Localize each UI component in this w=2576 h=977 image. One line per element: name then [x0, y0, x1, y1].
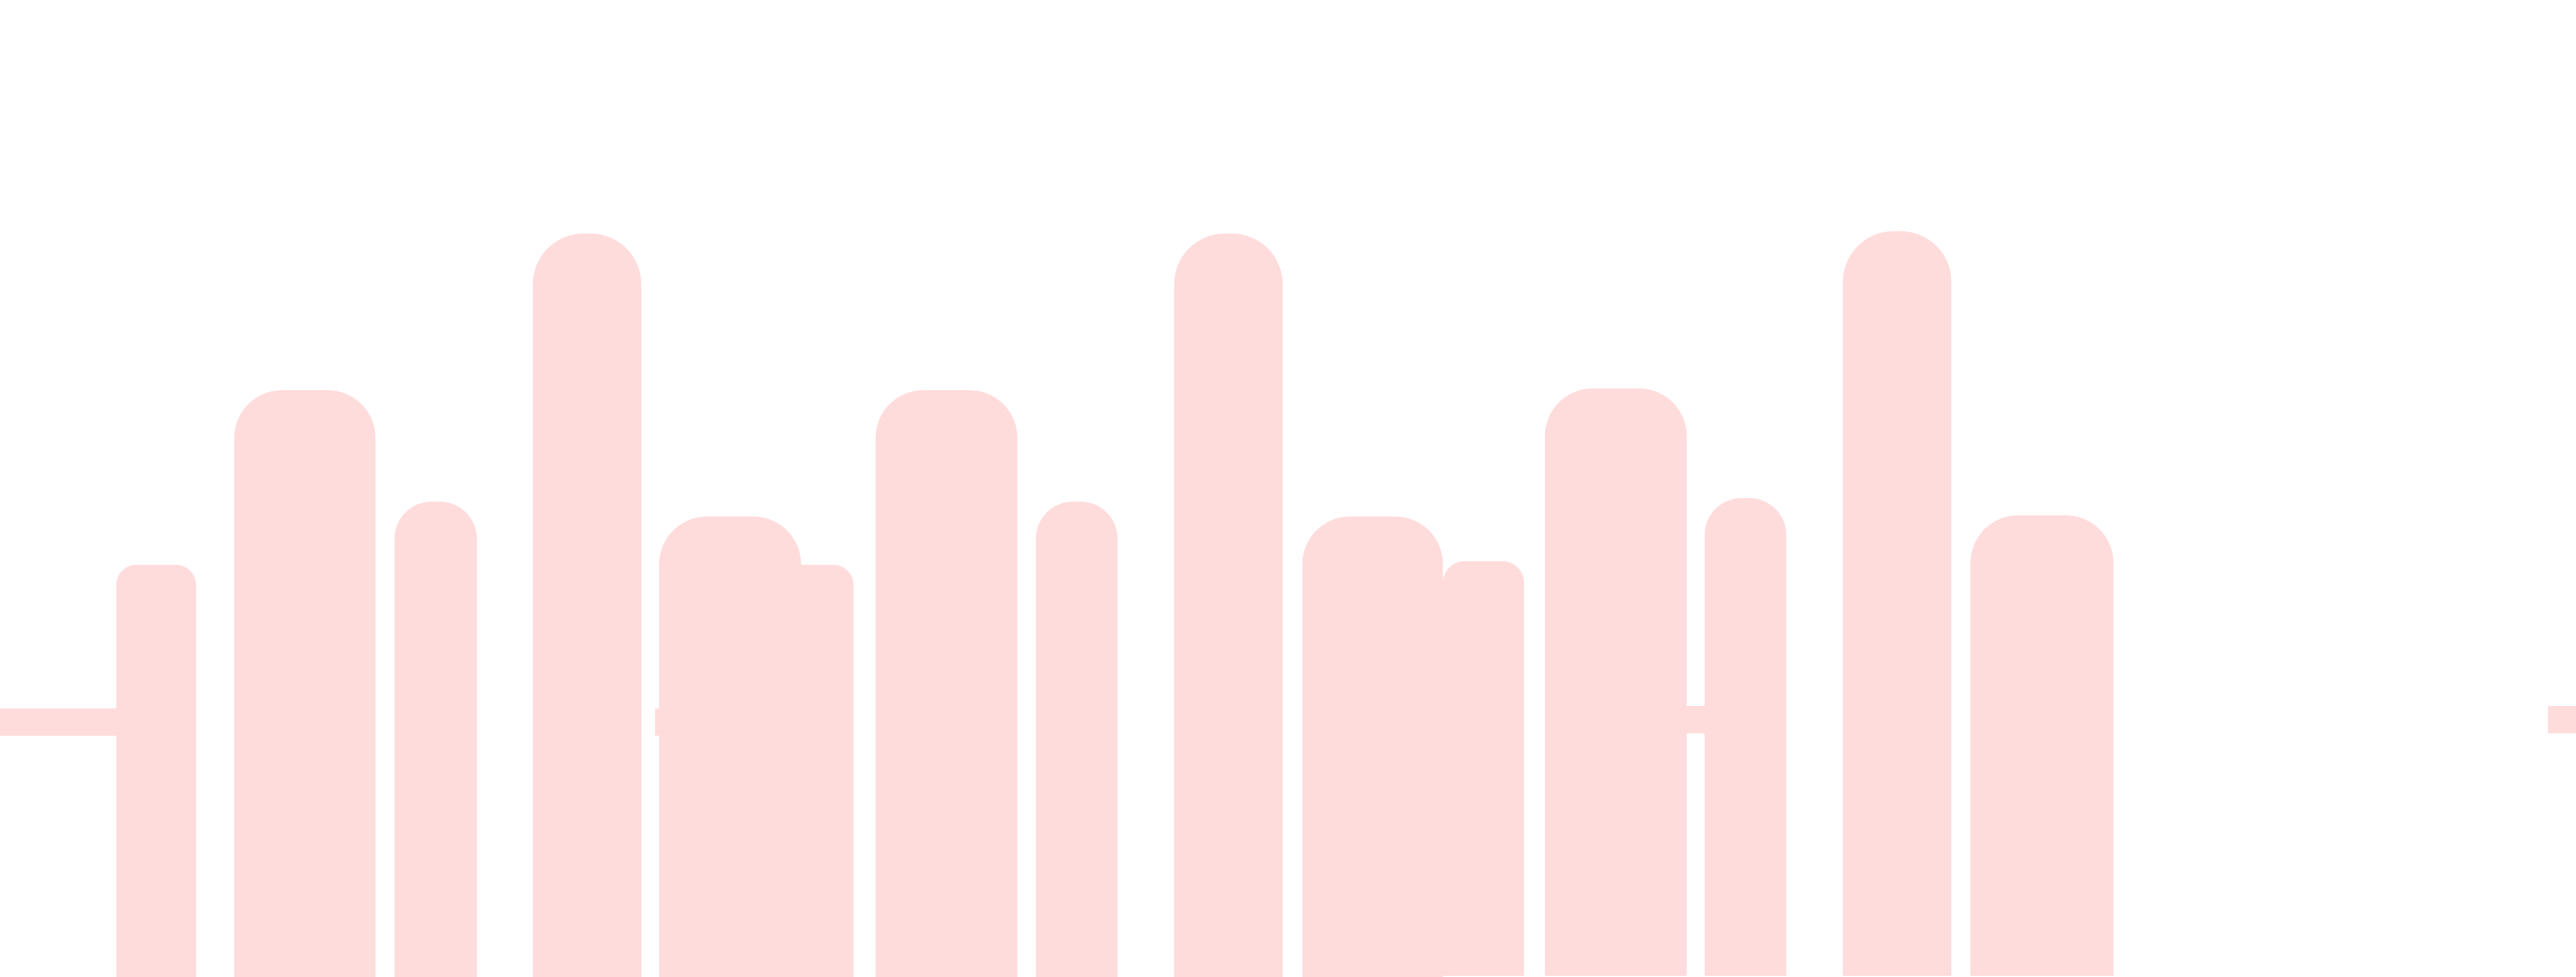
pillar	[395, 548, 477, 977]
pillar	[1443, 611, 1524, 976]
pillar	[533, 298, 641, 977]
connector-bar	[0, 708, 116, 736]
pillar	[1705, 545, 1786, 976]
pillar	[1843, 295, 1951, 976]
connector-bar	[2548, 706, 2576, 733]
pillar	[234, 465, 375, 977]
pillar	[1174, 298, 1283, 977]
pillar	[1302, 584, 1443, 977]
pillar	[776, 614, 854, 977]
pillar	[1036, 548, 1118, 977]
pillar	[116, 614, 196, 977]
pillar	[876, 465, 1017, 977]
pillar	[1545, 465, 1687, 976]
pillar-group	[0, 231, 2576, 977]
pillar	[1970, 581, 2113, 976]
